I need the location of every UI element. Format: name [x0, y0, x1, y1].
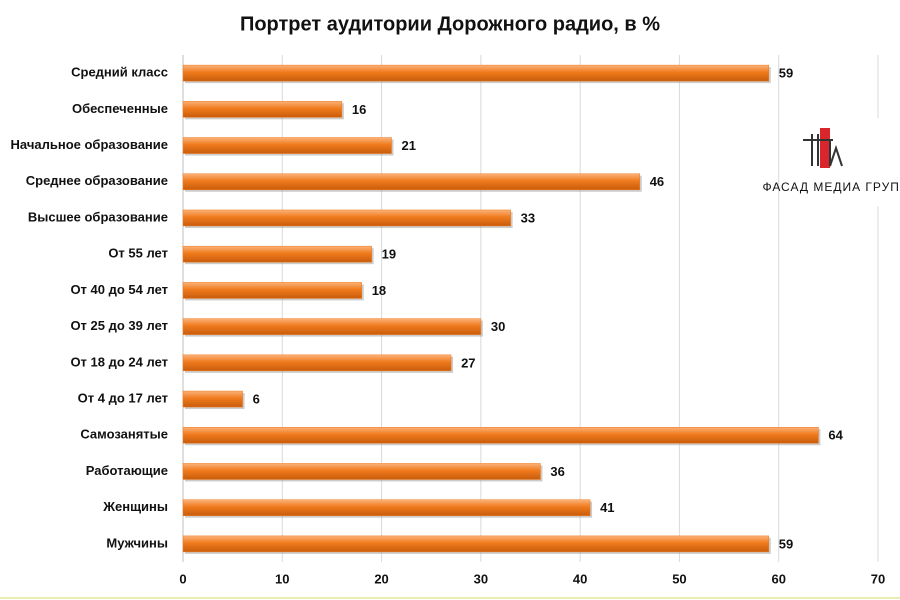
bar: [182, 463, 541, 480]
bar: [182, 173, 640, 190]
x-tick-label: 60: [771, 571, 785, 586]
x-tick-label: 10: [275, 571, 289, 586]
x-tick-label: 0: [179, 571, 186, 586]
value-label: 21: [402, 138, 416, 153]
x-tick-label: 30: [474, 571, 488, 586]
value-label: 36: [550, 464, 564, 479]
value-label: 64: [828, 428, 843, 443]
y-tick-label: От 55 лет: [108, 246, 168, 261]
y-tick-label: Начальное образование: [11, 137, 168, 152]
bar: [182, 137, 392, 154]
logo-text: ФАСАД МЕДИА ГРУПП: [762, 180, 900, 194]
value-label: 30: [491, 319, 505, 334]
x-tick-label: 20: [374, 571, 388, 586]
value-label: 27: [461, 355, 475, 370]
x-tick-label: 70: [871, 571, 885, 586]
y-tick-label: Мужчины: [106, 535, 168, 550]
logo-background: [790, 118, 882, 206]
value-label: 59: [779, 66, 793, 81]
bar: [182, 318, 482, 335]
bar: [182, 535, 770, 553]
value-label: 16: [352, 102, 366, 117]
y-tick-label: Работающие: [86, 463, 168, 478]
bar: [182, 64, 770, 82]
x-tick-label: 50: [672, 571, 686, 586]
value-label: 46: [650, 174, 664, 189]
y-tick-label: От 18 до 24 лет: [70, 354, 168, 369]
y-tick-label: Женщины: [102, 499, 168, 514]
bar: [182, 245, 372, 263]
bar: [182, 209, 511, 227]
y-tick-label: От 40 до 54 лет: [70, 282, 168, 297]
bar: [182, 390, 243, 408]
value-label: 59: [779, 536, 793, 551]
bar: [182, 427, 819, 444]
logo-mark: [820, 128, 830, 168]
bar: [182, 282, 362, 299]
value-label: 33: [521, 210, 535, 225]
y-tick-label: Высшее образование: [28, 209, 168, 224]
value-label: 41: [600, 500, 614, 515]
value-label: 19: [382, 247, 396, 262]
value-label: 6: [253, 391, 260, 406]
x-tick-label: 40: [573, 571, 587, 586]
logo-mark: [803, 134, 843, 167]
bar: [182, 101, 343, 118]
logo: ФАСАД МЕДИА ГРУПП: [762, 118, 900, 206]
bar: [182, 499, 591, 516]
y-tick-label: Самозанятые: [80, 427, 168, 442]
bars: Средний класс 59 Обеспеченные 16 Начальное о…: [11, 65, 844, 554]
chart-title: Портрет аудитории Дорожного радио, в %: [240, 13, 660, 35]
y-tick-label: Среднее образование: [26, 173, 168, 188]
bar: [182, 354, 452, 372]
y-tick-label: От 25 до 39 лет: [70, 318, 168, 333]
grid: 0 10 20 30 40 50 60 70: [179, 55, 885, 586]
y-tick-label: От 4 до 17 лет: [78, 390, 168, 405]
y-tick-label: Средний класс: [71, 65, 168, 80]
value-label: 18: [372, 283, 386, 298]
y-tick-label: Обеспеченные: [72, 101, 168, 116]
